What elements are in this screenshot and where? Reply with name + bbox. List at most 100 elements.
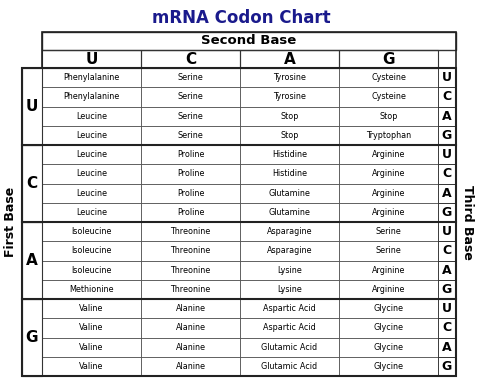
Bar (141, 222, 240, 241)
Text: Serine: Serine (178, 73, 203, 82)
Bar (141, 50, 240, 68)
Bar (240, 164, 339, 184)
Bar (438, 222, 456, 241)
Bar (240, 280, 339, 299)
Text: G: G (26, 330, 38, 345)
Bar (22, 222, 42, 299)
Text: Arginine: Arginine (372, 285, 405, 294)
Text: Histidine: Histidine (272, 150, 307, 159)
Text: Alanine: Alanine (175, 362, 205, 371)
Text: G: G (442, 283, 452, 296)
Bar (42, 87, 141, 106)
Bar (240, 318, 339, 338)
Bar (339, 260, 438, 280)
Bar (42, 50, 141, 68)
Bar (339, 126, 438, 145)
Bar (240, 357, 339, 376)
Text: Threonine: Threonine (170, 285, 211, 294)
Text: Proline: Proline (177, 208, 204, 217)
Bar (339, 184, 438, 203)
Text: Arginine: Arginine (372, 169, 405, 179)
Text: A: A (442, 264, 452, 276)
Bar (438, 318, 456, 338)
Text: C: C (27, 176, 38, 191)
Text: Phenylalanine: Phenylalanine (63, 93, 120, 101)
Bar (438, 164, 456, 184)
Bar (438, 203, 456, 222)
Text: Stop: Stop (379, 112, 398, 121)
Bar (339, 203, 438, 222)
Bar (339, 299, 438, 318)
Text: Glutamine: Glutamine (268, 208, 310, 217)
Bar (42, 203, 141, 222)
Text: C: C (442, 321, 452, 334)
Bar (339, 50, 438, 68)
Bar (141, 241, 240, 260)
Text: G: G (442, 206, 452, 219)
Text: C: C (442, 244, 452, 257)
Bar (42, 260, 141, 280)
Bar (339, 318, 438, 338)
Bar (42, 106, 141, 126)
Bar (22, 299, 42, 376)
Bar (438, 126, 456, 145)
Text: Cysteine: Cysteine (371, 73, 406, 82)
Text: Leucine: Leucine (76, 150, 107, 159)
Bar (240, 126, 339, 145)
Bar (438, 299, 456, 318)
Bar (141, 106, 240, 126)
Bar (438, 184, 456, 203)
Bar (141, 203, 240, 222)
Bar (22, 68, 42, 145)
Bar (141, 87, 240, 106)
Text: U: U (442, 148, 452, 161)
Bar (438, 338, 456, 357)
Text: Glycine: Glycine (374, 304, 403, 313)
Bar (141, 126, 240, 145)
Bar (339, 222, 438, 241)
Bar (240, 106, 339, 126)
Bar (339, 145, 438, 164)
Bar (240, 338, 339, 357)
Bar (240, 145, 339, 164)
Bar (339, 106, 438, 126)
Bar (42, 222, 141, 241)
Text: Threonine: Threonine (170, 227, 211, 236)
Bar (141, 164, 240, 184)
Bar (438, 260, 456, 280)
Text: G: G (382, 51, 395, 66)
Bar (339, 280, 438, 299)
Bar (22, 68, 456, 376)
Text: Lysine: Lysine (277, 285, 302, 294)
Text: Valine: Valine (80, 323, 104, 333)
Bar (22, 145, 42, 222)
Text: Proline: Proline (177, 169, 204, 179)
Bar (438, 145, 456, 164)
Text: Glutamic Acid: Glutamic Acid (261, 343, 318, 352)
Bar (141, 338, 240, 357)
Text: Histidine: Histidine (272, 169, 307, 179)
Text: G: G (442, 360, 452, 373)
Text: U: U (26, 99, 38, 114)
Text: U: U (442, 302, 452, 315)
Text: Valine: Valine (80, 343, 104, 352)
Bar (240, 222, 339, 241)
Text: Stop: Stop (281, 112, 299, 121)
Bar (240, 241, 339, 260)
Bar (141, 260, 240, 280)
Text: C: C (185, 51, 196, 66)
Bar (141, 299, 240, 318)
Text: Arginine: Arginine (372, 189, 405, 198)
Text: Threonine: Threonine (170, 266, 211, 275)
Text: Proline: Proline (177, 189, 204, 198)
Text: Serine: Serine (375, 227, 402, 236)
Bar (240, 50, 339, 68)
Bar (240, 260, 339, 280)
Text: Isoleucine: Isoleucine (71, 227, 112, 236)
Text: A: A (283, 51, 295, 66)
Text: Leucine: Leucine (76, 112, 107, 121)
Bar (141, 68, 240, 87)
Text: Asparagine: Asparagine (267, 247, 312, 255)
Bar (240, 87, 339, 106)
Bar (141, 145, 240, 164)
